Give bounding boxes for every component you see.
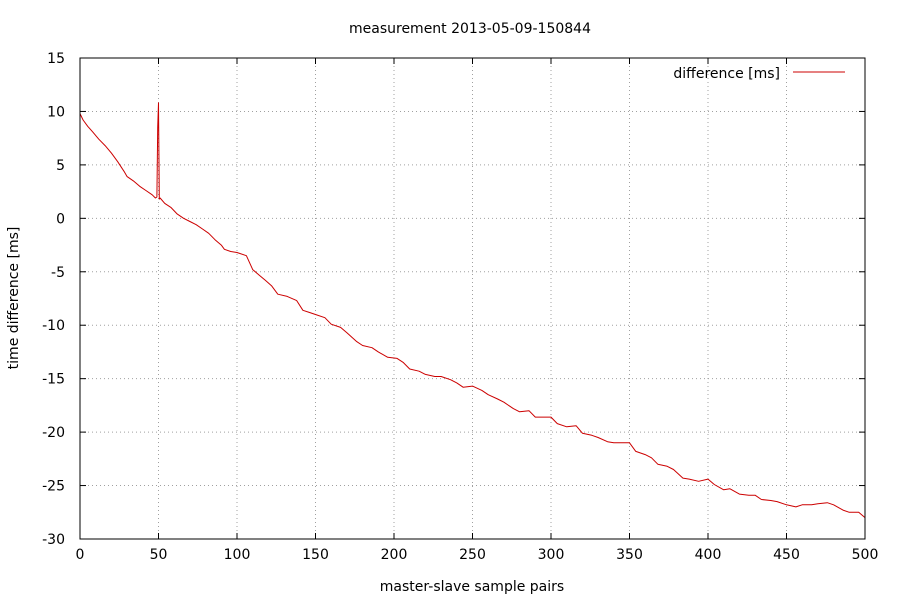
y-axis-label: time difference [ms] — [6, 227, 22, 370]
tick-labels: 0 50 100 150 200 250 300 350 400 450 500-30-25-20-… — [42, 51, 878, 563]
y-tick-label-15: 15 — [47, 51, 65, 67]
x-tick-label-500: 500 — [852, 547, 879, 563]
x-tick-label-300: 300 — [538, 547, 565, 563]
series-line-difference — [79, 102, 866, 518]
x-axis-label: master-slave sample pairs — [380, 579, 564, 595]
y-tick-label-5: 5 — [56, 158, 65, 174]
series-layer — [79, 102, 866, 518]
y-tick-label--5: -5 — [51, 265, 65, 281]
y-tick-label--25: -25 — [42, 479, 65, 495]
legend-label-difference: difference [ms] — [673, 66, 780, 82]
y-tick-label--30: -30 — [42, 532, 65, 548]
x-tick-label-400: 400 — [695, 547, 722, 563]
x-tick-label-150: 150 — [302, 547, 329, 563]
plot-frame — [79, 57, 866, 540]
y-tick-label-10: 10 — [47, 104, 65, 120]
x-tick-label-450: 450 — [773, 547, 800, 563]
x-tick-label-350: 350 — [616, 547, 643, 563]
x-tick-label-50: 50 — [150, 547, 168, 563]
x-tick-label-0: 0 — [76, 547, 85, 563]
x-tick-label-250: 250 — [459, 547, 486, 563]
x-tick-label-100: 100 — [224, 547, 251, 563]
chart-title: measurement 2013-05-09-150844 — [349, 21, 591, 37]
y-tick-label--10: -10 — [42, 318, 65, 334]
y-tick-label--15: -15 — [42, 372, 65, 388]
legend: difference [ms] — [673, 66, 845, 82]
y-tick-label-0: 0 — [56, 211, 65, 227]
y-tick-label--20: -20 — [42, 425, 65, 441]
grid-lines — [80, 58, 865, 539]
x-tick-label-200: 200 — [381, 547, 408, 563]
